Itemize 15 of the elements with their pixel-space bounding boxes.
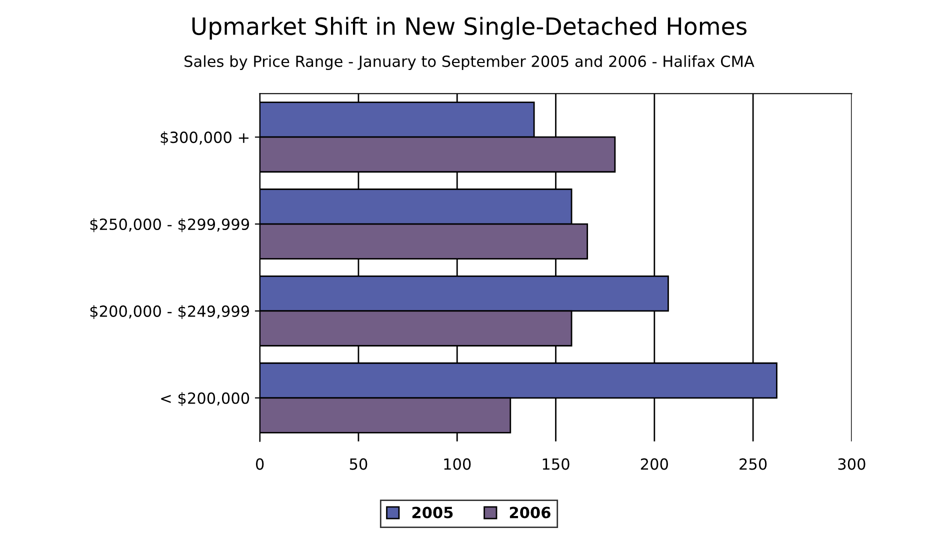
x-tick-label: 100 [444, 458, 471, 470]
y-tick-label: $250,000 - $299,999 [90, 218, 250, 232]
x-tick-label: 200 [640, 458, 668, 470]
chart-title: Upmarket Shift in New Single-Detached Homes [192, 16, 746, 40]
y-tick-label: $200,000 - $249,999 [90, 305, 250, 320]
y-tick-label: $300,000 + [160, 131, 248, 146]
x-tick-label: 0 [256, 458, 264, 470]
legend-label: 2006 [510, 506, 550, 518]
y-tick-label: < $200,000 [161, 392, 250, 406]
x-tick-label: 300 [838, 458, 866, 470]
chart-subtitle: Sales by Price Range - January to September 2005 and 2006 - Halifax CMA [184, 55, 754, 70]
x-tick-label: 250 [740, 458, 767, 470]
x-tick-label: 150 [542, 458, 570, 470]
x-tick-label: 50 [350, 458, 368, 470]
legend-label: 2005 [412, 506, 453, 518]
